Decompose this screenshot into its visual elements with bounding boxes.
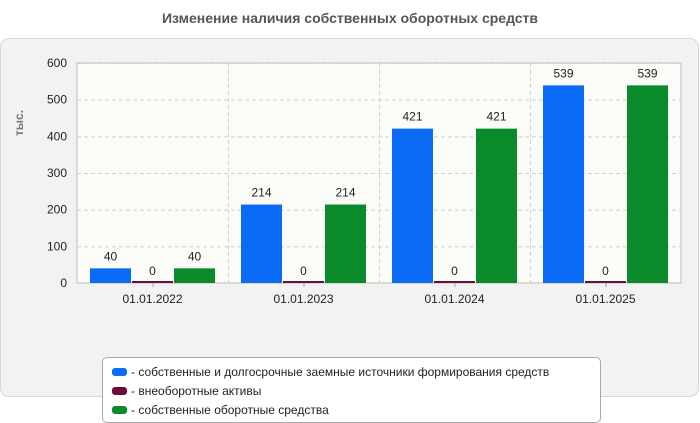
bar-value-label: 539 bbox=[637, 66, 657, 80]
bar-value-label: 0 bbox=[602, 264, 609, 278]
bar-value-label: 214 bbox=[251, 186, 271, 200]
legend-dash: - bbox=[131, 402, 139, 417]
bar-value-label: 0 bbox=[451, 264, 458, 278]
legend-item: - собственные оборотные средства bbox=[112, 400, 600, 419]
legend-swatch bbox=[112, 405, 127, 414]
x-tick-label: 01.01.2023 bbox=[273, 292, 333, 306]
bar bbox=[132, 281, 173, 283]
legend-swatch bbox=[112, 367, 127, 376]
y-tick-label: 300 bbox=[47, 166, 67, 180]
chart-panel: 0 100 200 300 400 500 600 40 0 40 01.01.2022 214 0 21… bbox=[0, 38, 699, 423]
x-tick-label: 01.01.2022 bbox=[122, 292, 182, 306]
legend-label: собственные оборотные средства bbox=[138, 402, 329, 417]
legend: - собственные и долгосрочные заемные ист… bbox=[102, 357, 601, 423]
bar bbox=[174, 268, 215, 283]
y-tick-label: 600 bbox=[47, 56, 67, 70]
y-axis-label: тыс. bbox=[12, 110, 26, 136]
x-tick-label: 01.01.2024 bbox=[424, 292, 484, 306]
legend-item: - собственные и долгосрочные заемные ист… bbox=[112, 362, 600, 381]
legend-label: внеоборотные активы bbox=[138, 383, 262, 398]
bar bbox=[392, 128, 433, 283]
legend-swatch bbox=[112, 386, 127, 395]
bar bbox=[585, 281, 626, 283]
legend-dash: - bbox=[131, 383, 139, 398]
bar bbox=[241, 204, 282, 283]
legend-label: собственные и долгосрочные заемные источ… bbox=[138, 364, 550, 379]
bar bbox=[90, 268, 131, 283]
legend-dash: - bbox=[131, 364, 139, 379]
bar-value-label: 214 bbox=[335, 186, 355, 200]
bar-value-label: 421 bbox=[486, 110, 506, 124]
bar bbox=[627, 85, 668, 283]
y-tick-label: 0 bbox=[60, 276, 67, 290]
bar-value-label: 539 bbox=[553, 66, 573, 80]
bar bbox=[476, 128, 517, 283]
chart-title: Изменение наличия собственных оборотных … bbox=[161, 10, 539, 26]
bar-value-label: 40 bbox=[104, 249, 118, 263]
chart-svg: 01002003004005006004004001.01.2022214021… bbox=[12, 56, 682, 306]
bar-value-label: 0 bbox=[300, 264, 307, 278]
legend-item: - внеоборотные активы bbox=[112, 381, 600, 400]
bar bbox=[283, 281, 324, 283]
x-tick-label: 01.01.2025 bbox=[575, 292, 635, 306]
y-tick-label: 400 bbox=[47, 129, 67, 143]
bar bbox=[543, 85, 584, 283]
bar bbox=[325, 204, 366, 283]
y-tick-label: 500 bbox=[47, 93, 67, 107]
y-tick-label: 200 bbox=[47, 203, 67, 217]
bar-value-label: 40 bbox=[188, 249, 202, 263]
bar bbox=[434, 281, 475, 283]
bar-value-label: 0 bbox=[149, 264, 156, 278]
y-tick-label: 100 bbox=[47, 239, 67, 253]
bar-value-label: 421 bbox=[402, 110, 422, 124]
